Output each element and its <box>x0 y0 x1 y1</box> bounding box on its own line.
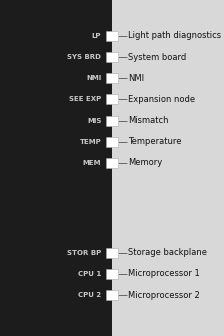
Text: Temperature: Temperature <box>128 137 181 146</box>
Text: NMI: NMI <box>128 74 144 83</box>
Bar <box>106 94 118 104</box>
Bar <box>106 73 118 83</box>
Text: CPU 1: CPU 1 <box>78 271 101 277</box>
Text: MIS: MIS <box>87 118 101 124</box>
Text: Microprocessor 2: Microprocessor 2 <box>128 291 199 299</box>
Bar <box>106 116 118 126</box>
Text: Expansion node: Expansion node <box>128 95 195 104</box>
Text: STOR BP: STOR BP <box>67 250 101 256</box>
Text: NMI: NMI <box>86 75 101 81</box>
Text: Mismatch: Mismatch <box>128 116 168 125</box>
Bar <box>106 290 118 300</box>
Bar <box>106 269 118 279</box>
Text: Memory: Memory <box>128 159 162 167</box>
Bar <box>0 0 112 336</box>
Text: Microprocessor 1: Microprocessor 1 <box>128 269 199 278</box>
Bar <box>106 248 118 258</box>
Text: SEE EXP: SEE EXP <box>69 96 101 102</box>
Bar <box>106 158 118 168</box>
Bar <box>106 52 118 62</box>
Bar <box>106 31 118 41</box>
Text: Storage backplane: Storage backplane <box>128 248 207 257</box>
Text: Light path diagnostics: Light path diagnostics <box>128 32 221 40</box>
Text: CPU 2: CPU 2 <box>78 292 101 298</box>
Text: LP: LP <box>92 33 101 39</box>
Bar <box>106 137 118 147</box>
Text: System board: System board <box>128 53 186 61</box>
Text: TEMP: TEMP <box>80 139 101 145</box>
Text: SYS BRD: SYS BRD <box>67 54 101 60</box>
Text: MEM: MEM <box>83 160 101 166</box>
